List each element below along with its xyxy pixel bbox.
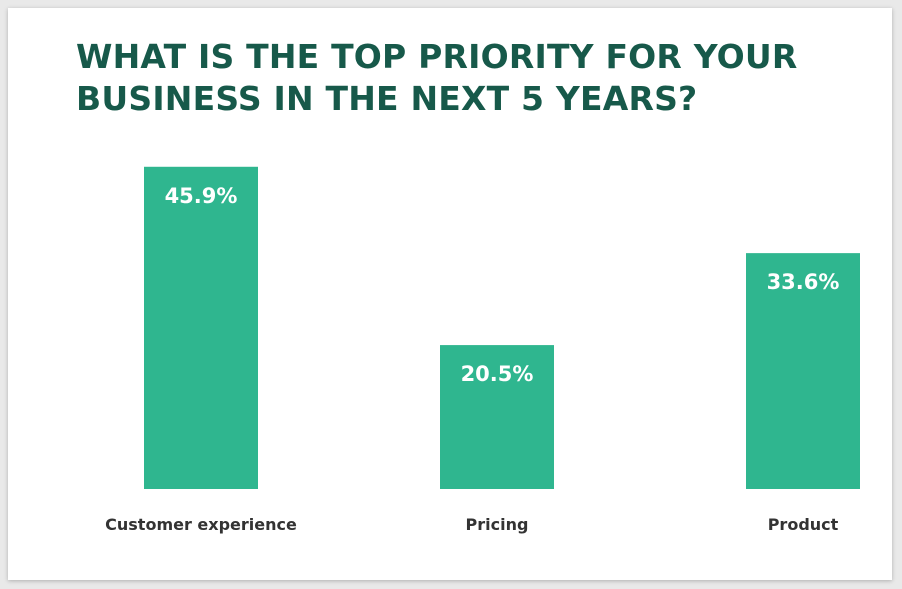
bar-value-label: 45.9% [165,184,238,208]
category-label: Product [768,515,839,534]
bar-value-label: 33.6% [767,270,840,294]
bar-pricing [440,345,554,489]
category-label: Pricing [466,515,529,534]
bars-layer: 45.9% Customer experience 20.5% Pricing 33.6… [105,166,860,534]
bar-chart: 45.9% Customer experience 20.5% Pricing 33.6… [105,166,860,534]
chart-card: WHAT IS THE TOP PRIORITY FOR YOUR BUSINE… [8,8,892,580]
bar-value-label: 20.5% [461,362,534,386]
category-label: Customer experience [105,515,297,534]
chart-title: WHAT IS THE TOP PRIORITY FOR YOUR BUSINE… [76,37,798,118]
bar-customer-experience [144,166,258,490]
bar-product [746,253,860,489]
